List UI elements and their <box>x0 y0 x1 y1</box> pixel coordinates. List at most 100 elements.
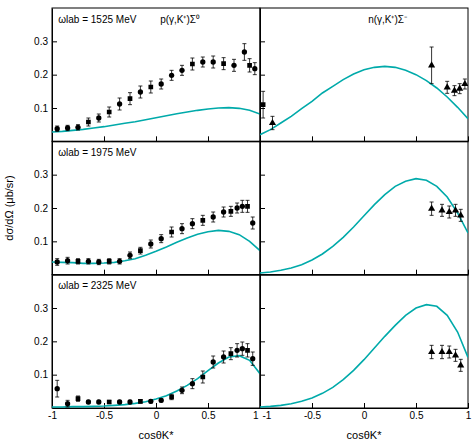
annotation: ωlab = 1975 MeV <box>58 147 136 158</box>
panel: 0.10.20.3ωlab = 1525 MeVp(γ,K⁺)Σ⁰ <box>34 8 260 142</box>
marker <box>107 259 112 264</box>
error-bar <box>138 86 142 98</box>
marker <box>245 348 250 353</box>
marker <box>86 120 91 125</box>
marker <box>438 348 445 354</box>
marker <box>444 83 451 89</box>
marker <box>159 398 164 403</box>
marker <box>242 49 247 54</box>
x-tick-label: -1 <box>48 410 57 421</box>
marker <box>117 399 122 404</box>
y-tick-mark <box>260 108 265 109</box>
error-bar <box>66 125 70 130</box>
error-bar <box>201 371 205 383</box>
chart-container: 0.10.20.3ωlab = 1525 MeVp(γ,K⁺)Σ⁰n(γ,K⁺)… <box>0 0 474 446</box>
y-tick-mark <box>260 41 265 42</box>
marker <box>229 351 234 356</box>
x-tick <box>312 136 313 141</box>
error-bar <box>240 200 244 212</box>
marker <box>200 59 205 64</box>
marker <box>96 399 101 404</box>
marker <box>169 395 174 400</box>
error-bar <box>211 356 215 368</box>
x-tick <box>468 270 469 275</box>
y-tick-mark <box>52 375 57 376</box>
marker <box>190 221 195 226</box>
y-tick: 0.1 <box>34 103 57 114</box>
y-axis: 0.10.20.3 <box>34 275 57 408</box>
marker <box>428 348 435 354</box>
marker <box>229 209 234 214</box>
error-bar <box>149 400 153 403</box>
x-tick: 1 <box>466 403 472 421</box>
x-tick-mark <box>416 270 417 275</box>
x-tick-mark <box>312 136 313 141</box>
x-tick: 0 <box>154 403 160 421</box>
marker <box>190 381 195 386</box>
error-bar <box>55 126 59 131</box>
marker <box>65 125 70 130</box>
y-tick-mark <box>52 75 57 76</box>
chart-svg: 0.10.20.3ωlab = 1525 MeVp(γ,K⁺)Σ⁰n(γ,K⁺)… <box>0 0 474 446</box>
x-tick <box>208 136 209 141</box>
x-tick-mark <box>104 270 105 275</box>
annotation: ωlab = 2325 MeV <box>58 280 136 291</box>
data-points <box>55 342 256 407</box>
error-bar <box>222 351 226 363</box>
marker <box>75 125 80 130</box>
error-bar <box>170 70 174 80</box>
x-tick: 0.5 <box>202 403 216 421</box>
x-tick-label: 1 <box>466 410 472 421</box>
y-tick-label: 0.1 <box>34 103 48 114</box>
error-bar <box>118 259 122 264</box>
error-bar <box>235 344 239 357</box>
y-tick-mark <box>260 208 265 209</box>
marker <box>190 62 195 67</box>
x-tick <box>468 136 469 141</box>
x-tick-mark <box>364 403 365 408</box>
marker <box>438 206 445 212</box>
error-bar <box>76 396 80 401</box>
x-tick-label: 0 <box>154 410 160 421</box>
x-axis: -1-0.500.51 <box>261 403 472 421</box>
y-tick-mark <box>52 341 57 342</box>
x-tick-label: 0.5 <box>202 410 216 421</box>
x-tick-label: 1 <box>253 410 259 421</box>
marker <box>169 230 174 235</box>
marker <box>234 348 239 353</box>
marker <box>179 388 184 393</box>
y-tick-mark <box>52 241 57 242</box>
error-bar <box>232 59 236 71</box>
x-tick-mark <box>156 270 157 275</box>
x-tick: 1 <box>253 403 261 421</box>
error-bar <box>128 400 132 403</box>
y-tick <box>260 41 265 42</box>
marker <box>240 346 245 351</box>
frame <box>52 8 260 141</box>
x-tick-label: 0.5 <box>410 410 424 421</box>
x-axis: -1-0.500.51 <box>48 403 260 421</box>
y-tick-mark <box>52 208 57 209</box>
marker <box>148 85 153 90</box>
marker <box>86 259 91 264</box>
data-points <box>428 202 464 221</box>
marker <box>65 258 70 263</box>
data-points <box>55 44 258 132</box>
marker <box>428 205 435 211</box>
error-bar <box>242 44 246 61</box>
y-tick-mark <box>260 308 265 309</box>
annotation: p(γ,K⁺)Σ⁰ <box>160 14 200 25</box>
marker <box>159 236 164 241</box>
marker <box>221 61 226 66</box>
x-tick-mark <box>416 403 417 408</box>
error-bar <box>201 57 205 67</box>
error-bar <box>229 348 233 360</box>
marker <box>138 89 143 94</box>
marker <box>128 96 133 101</box>
error-bar <box>222 207 226 217</box>
y-tick-label: 0.3 <box>34 303 48 314</box>
data-points <box>428 345 464 371</box>
curve <box>52 230 260 263</box>
y-tick: 0.3 <box>34 169 57 180</box>
error-bar <box>246 344 250 357</box>
